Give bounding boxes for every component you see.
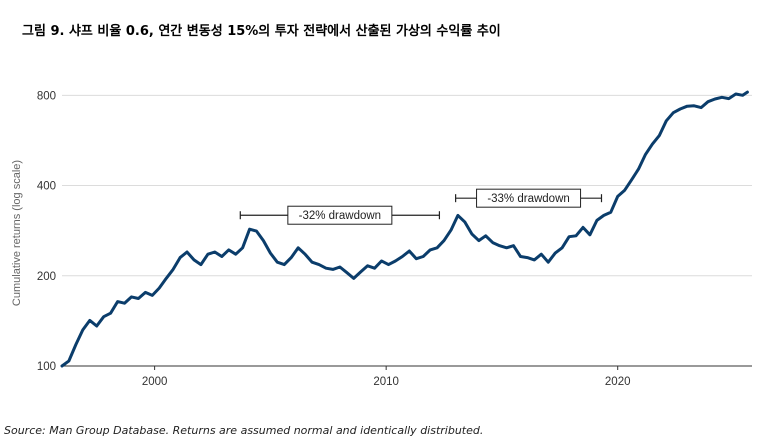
x-axis-ticks: 2000 2010 2020	[142, 366, 631, 388]
y-tick-label: 100	[37, 361, 56, 373]
chart-title: 그림 9. 샤프 비율 0.6, 연간 변동성 15%의 투자 전략에서 산출된…	[22, 24, 501, 39]
drawdown-annotation: -33% drawdown	[455, 188, 603, 208]
y-tick-label: 800	[37, 90, 56, 102]
y-axis-title: Cumulative returns (log scale)	[11, 160, 23, 306]
series-line	[60, 90, 749, 368]
x-tick-label: 2000	[142, 376, 168, 388]
x-tick-label: 2020	[605, 376, 631, 388]
annotation-label: -32% drawdown	[299, 210, 381, 222]
source-note: Source: Man Group Database. Returns are …	[4, 424, 484, 437]
annotation-box	[476, 188, 582, 208]
y-tick-label: 400	[37, 181, 56, 193]
annotation-label: -33% drawdown	[487, 193, 569, 205]
annotation-box	[287, 205, 393, 225]
gridlines	[62, 94, 752, 367]
y-axis-ticks: 100 200 400 800	[37, 90, 56, 373]
annotations-group: -32% drawdown -33% drawdown	[239, 188, 603, 225]
y-tick-label: 200	[37, 271, 56, 283]
drawdown-annotation: -32% drawdown	[239, 205, 441, 225]
x-tick-label: 2010	[373, 376, 399, 388]
series-group	[60, 90, 749, 368]
